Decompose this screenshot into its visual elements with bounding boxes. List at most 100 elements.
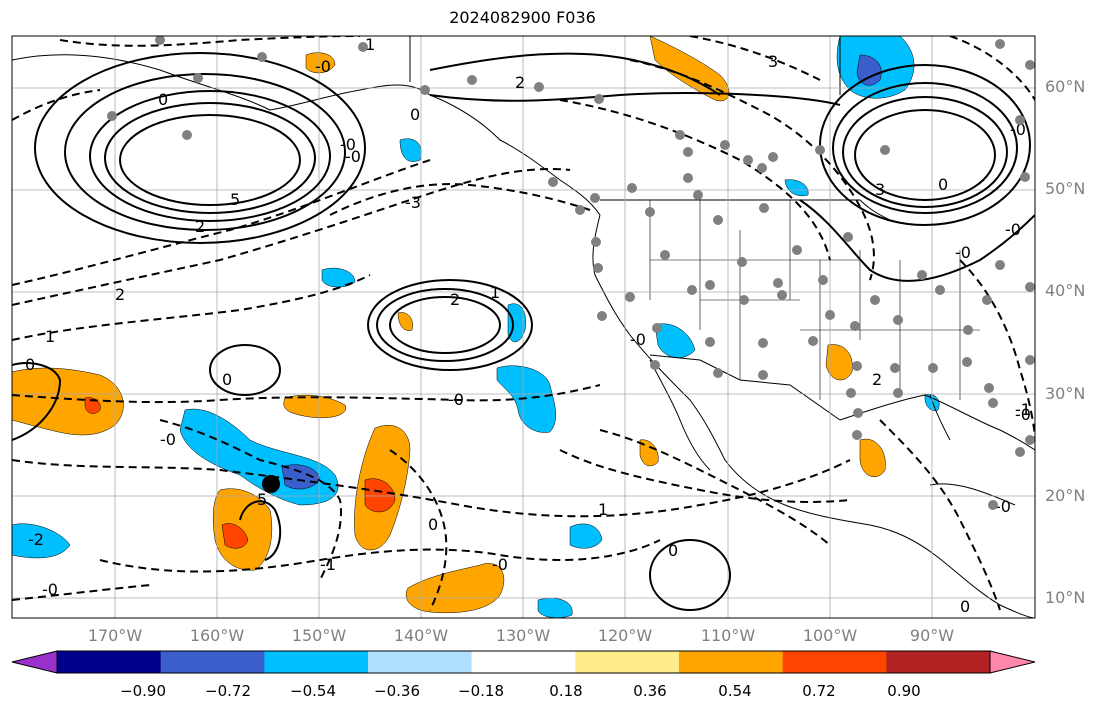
contour-label: 0: [960, 597, 970, 616]
contour-line: [12, 384, 601, 404]
positive-anomaly-region: [221, 523, 249, 549]
contour-line: [389, 449, 448, 611]
station-dot: [825, 310, 835, 320]
colorbar-tick: −0.54: [290, 682, 336, 700]
contour-line: [842, 96, 1008, 208]
station-dot: [625, 292, 635, 302]
station-dot: [995, 260, 1005, 270]
station-dot: [768, 152, 778, 162]
contour-line: [104, 102, 316, 214]
station-dot: [590, 193, 600, 203]
contour-line: [854, 109, 996, 201]
contour-line: [367, 279, 533, 371]
colorbar-segment: [264, 651, 369, 673]
contour-line: [429, 92, 841, 106]
colorbar-segment: [471, 651, 576, 673]
station-dot: [713, 215, 723, 225]
lat-label: 20°N: [1045, 486, 1086, 505]
contour-label: -0: [630, 330, 646, 349]
positive-anomaly-region: [212, 488, 273, 571]
contour-label: -1: [320, 555, 336, 574]
station-dot: [594, 94, 604, 104]
negative-anomaly-region: [12, 523, 71, 559]
cuba: [929, 483, 1016, 506]
positive-contours: [12, 52, 1035, 611]
contour-line: [559, 99, 831, 261]
contour-label: -0: [1015, 405, 1031, 424]
contour-line: [119, 114, 301, 206]
station-dot: [739, 295, 749, 305]
station-dot: [627, 183, 637, 193]
negative-anomaly-region: [784, 179, 809, 196]
contour-label: -0: [492, 555, 508, 574]
chart-title: 2024082900 F036: [449, 8, 596, 27]
lon-label: 110°W: [700, 626, 756, 645]
station-dot: [193, 73, 203, 83]
contour-line: [239, 500, 282, 561]
contour-line: [59, 36, 361, 47]
contour-label: 3: [875, 180, 885, 199]
station-dot: [988, 398, 998, 408]
station-dot: [713, 368, 723, 378]
contour-label: 2: [450, 290, 460, 309]
station-dot: [1025, 355, 1035, 365]
station-dot: [683, 147, 693, 157]
contour-line: [64, 73, 346, 231]
colorbar-segment: [575, 651, 680, 673]
anomaly-shading: [12, 36, 940, 618]
lon-label: 120°W: [597, 626, 653, 645]
station-marker: [262, 475, 280, 493]
station-dot: [534, 82, 544, 92]
station-dot: [591, 237, 601, 247]
contour-line: [649, 539, 731, 611]
contour-line: [799, 199, 1035, 282]
station-dot: [984, 383, 994, 393]
contour-line: [949, 36, 1035, 101]
negative-anomaly-region: [399, 138, 422, 162]
contour-label: -0: [955, 243, 971, 262]
station-dot: [880, 145, 890, 155]
positive-anomaly-region: [405, 563, 505, 614]
contour-label: -0: [1005, 220, 1021, 239]
contour-label: -3: [405, 193, 421, 212]
contour-label: 1: [45, 327, 55, 346]
station-dot: [917, 270, 927, 280]
florida: [929, 394, 951, 441]
contour-line: [12, 584, 151, 601]
station-dot: [995, 39, 1005, 49]
negative-anomaly-region: [321, 267, 356, 288]
colorbar-tick: −0.90: [120, 682, 166, 700]
positive-anomaly-region: [84, 397, 101, 414]
colorbar-tick: 0.18: [549, 682, 583, 700]
station-dot: [687, 285, 697, 295]
station-dot: [815, 145, 825, 155]
contour-line: [89, 90, 331, 222]
lat-label: 30°N: [1045, 384, 1086, 403]
station-dot: [683, 173, 693, 183]
station-dot: [846, 388, 856, 398]
station-dot: [773, 278, 783, 288]
contour-label: 0: [410, 105, 420, 124]
station-dot: [720, 140, 730, 150]
contour-line: [12, 459, 851, 518]
contour-label: -2: [28, 530, 44, 549]
station-dots: [107, 36, 1035, 510]
colorbar-tick: −0.36: [374, 682, 420, 700]
colorbar-segment: [782, 651, 887, 673]
station-dot: [358, 42, 368, 52]
station-dot: [652, 323, 662, 333]
station-dot: [853, 408, 863, 418]
contour-line: [12, 89, 101, 121]
station-dot: [420, 85, 430, 95]
station-dot: [155, 36, 165, 45]
lon-label: 160°W: [189, 626, 245, 645]
contour-line: [329, 183, 591, 216]
contour-label: 0: [428, 515, 438, 534]
colorbar-segment: [679, 651, 784, 673]
station-dot: [257, 52, 267, 62]
contour-line: [832, 82, 1018, 214]
station-dot: [1020, 172, 1030, 182]
contour-line: [959, 259, 1035, 441]
contour-line: [12, 159, 431, 286]
contour-label: -0: [315, 57, 331, 76]
